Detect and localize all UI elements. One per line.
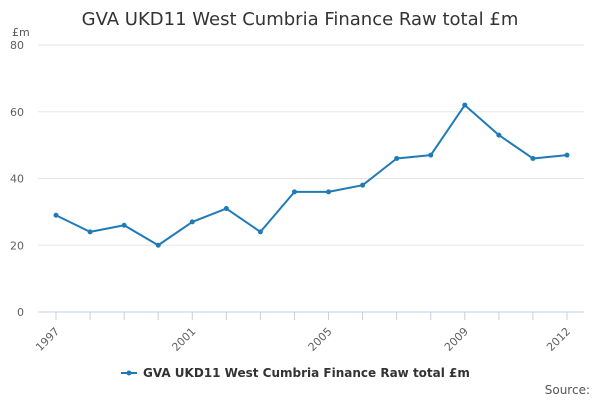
data-point-0 xyxy=(53,212,59,218)
y-tick-label-0: 0 xyxy=(17,306,24,319)
y-tick-label-4: 80 xyxy=(10,39,24,52)
x-tick-label-1: 2001 xyxy=(169,325,198,354)
data-point-13 xyxy=(496,132,502,138)
y-tick-label-1: 20 xyxy=(10,239,24,252)
x-tick-label-0: 1997 xyxy=(33,325,62,354)
chart-title: GVA UKD11 West Cumbria Finance Raw total… xyxy=(82,9,519,30)
data-point-12 xyxy=(462,102,468,108)
y-axis-ticks: 0 20 40 60 80 xyxy=(10,39,24,319)
gridlines xyxy=(38,44,584,246)
legend-swatch-marker xyxy=(126,370,132,376)
series-line-0 xyxy=(55,104,568,247)
data-point-8 xyxy=(326,189,332,195)
series-group xyxy=(53,102,570,248)
legend[interactable]: GVA UKD11 West Cumbria Finance Raw total… xyxy=(121,366,470,380)
data-point-14 xyxy=(530,155,536,161)
data-point-4 xyxy=(189,219,195,225)
data-point-11 xyxy=(428,152,434,158)
data-point-7 xyxy=(291,189,297,195)
data-point-2 xyxy=(121,222,127,228)
y-tick-label-2: 40 xyxy=(10,173,24,186)
source-label: Source: xyxy=(545,383,590,397)
data-point-3 xyxy=(155,242,161,248)
data-point-5 xyxy=(223,206,229,212)
data-point-15 xyxy=(564,152,570,158)
legend-label: GVA UKD11 West Cumbria Finance Raw total… xyxy=(143,366,470,380)
x-tick-label-4: 2012 xyxy=(544,325,573,354)
data-point-9 xyxy=(360,182,366,188)
y-axis-unit-label: £m xyxy=(12,26,30,39)
x-tick-label-3: 2009 xyxy=(442,325,471,354)
data-point-1 xyxy=(87,229,93,235)
y-tick-label-3: 60 xyxy=(10,106,24,119)
x-tick-label-2: 2005 xyxy=(306,325,335,354)
data-point-6 xyxy=(257,229,263,235)
x-axis-ticks: 1997 2001 2005 2009 2012 xyxy=(33,312,573,354)
data-point-10 xyxy=(394,155,400,161)
